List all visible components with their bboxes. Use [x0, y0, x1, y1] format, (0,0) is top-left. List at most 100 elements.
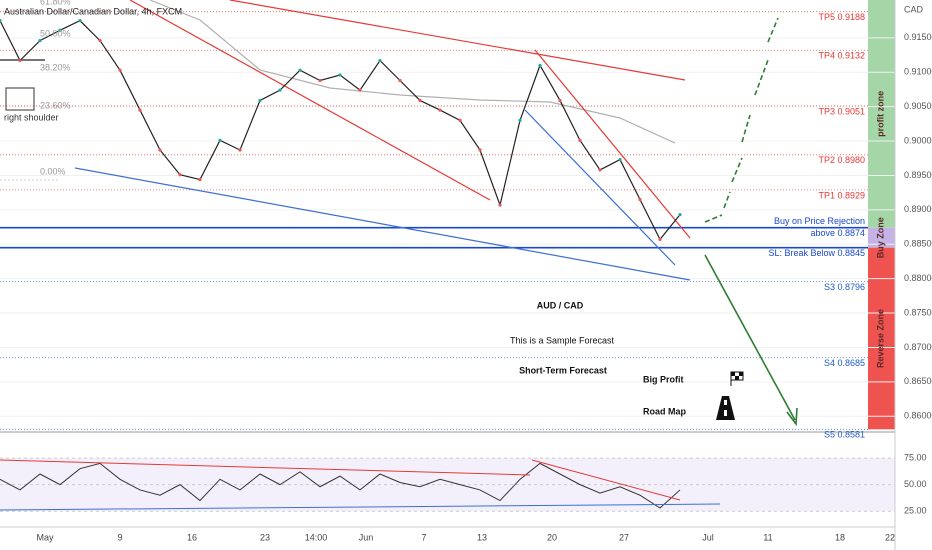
price-point	[678, 213, 682, 217]
fib-label: 38.20%	[40, 62, 71, 72]
y-unit: CAD	[904, 4, 924, 14]
pattern-box	[5, 87, 35, 111]
level-label: S5 0.8581	[824, 430, 865, 440]
price-point	[318, 78, 322, 83]
pattern-label: right shoulder	[4, 112, 59, 122]
road-icon	[716, 396, 735, 420]
zone	[868, 247, 895, 430]
fib-label: 0.00%	[40, 166, 66, 176]
arrow	[704, 254, 796, 421]
x-tick-label: Jul	[702, 532, 714, 542]
price-point	[298, 68, 302, 72]
level-label: TP1 0.8929	[818, 190, 865, 200]
price-point	[158, 148, 162, 152]
price-point	[578, 138, 582, 142]
forecast-subtitle: This is a Sample Forecast	[510, 335, 615, 345]
price-point	[18, 58, 22, 63]
zone-label: profit zone	[875, 91, 885, 137]
price-point	[138, 108, 142, 112]
level-label: TP4 0.9132	[818, 51, 865, 61]
plot	[0, 19, 895, 512]
arrow	[704, 214, 723, 223]
zone	[868, 227, 895, 248]
rsi-trend	[0, 503, 721, 511]
x-tick-label: Jun	[359, 532, 374, 542]
price-point	[218, 138, 222, 142]
price-point	[358, 88, 362, 92]
x-tick-label: 23	[260, 532, 270, 542]
forecast-arrows	[704, 17, 798, 427]
trend-line	[534, 49, 691, 239]
price-point	[58, 28, 62, 32]
price-point	[478, 148, 482, 152]
rsi-tick-label: 75.00	[904, 452, 927, 462]
header-title: Australian Dollar/Canadian Dollar, 4h, F…	[4, 6, 182, 16]
arrow	[767, 17, 779, 43]
x-tick-label: 9	[117, 532, 122, 542]
trend-line	[229, 0, 686, 81]
trend-line	[524, 109, 676, 266]
zone-label: Buy Zone	[875, 217, 885, 258]
rsi-trend	[0, 459, 531, 476]
x-tick-label: 20	[547, 532, 557, 542]
big-profit: Big Profit	[643, 374, 684, 384]
price-point	[198, 177, 202, 182]
price-point	[418, 98, 422, 103]
price-point	[658, 237, 662, 242]
road-map: Road Map	[643, 406, 687, 416]
rsi-line	[0, 462, 681, 509]
arrow	[731, 157, 743, 183]
trend-line	[74, 167, 691, 281]
arrow	[741, 114, 751, 143]
price-point	[78, 19, 82, 23]
x-tick-label: 14:00	[305, 532, 328, 542]
arrow	[723, 191, 731, 209]
price-point	[378, 58, 382, 63]
price-point	[118, 68, 122, 72]
price-point	[598, 168, 602, 172]
price-point	[538, 63, 542, 67]
trend-lines	[0, 0, 691, 281]
level-label: TP2 0.8980	[818, 155, 865, 165]
forecast-note: Short-Term Forecast	[519, 365, 607, 375]
moving-average	[149, 0, 676, 144]
x-tick-label: 22	[885, 532, 895, 542]
price-point	[0, 19, 2, 23]
arrow-head	[786, 407, 798, 427]
rsi-tick-label: 25.00	[904, 506, 927, 516]
price-point	[438, 108, 442, 112]
level-label: TP5 0.9188	[818, 12, 865, 22]
price-point	[498, 203, 502, 207]
x-tick-label: 18	[835, 532, 845, 542]
fib-label: 23.60%	[40, 100, 71, 110]
level-note: Buy on Price Rejection	[774, 216, 865, 226]
price-point	[458, 118, 462, 122]
price-point	[618, 158, 622, 162]
forecast-title: AUD / CAD	[537, 300, 584, 310]
price-point	[338, 73, 342, 77]
price-point	[178, 173, 182, 177]
level-label: S3 0.8796	[824, 282, 865, 292]
price-point	[278, 88, 282, 92]
price-point	[258, 98, 262, 103]
level-label: S4 0.8685	[824, 358, 865, 368]
price-point	[238, 148, 242, 152]
arrow	[754, 59, 769, 96]
trend-line	[129, 0, 491, 201]
fib-label: 61.80%	[40, 0, 71, 6]
x-tick-label: May	[36, 532, 54, 542]
rsi-trend	[531, 459, 681, 501]
x-tick-label: 13	[477, 532, 487, 542]
rsi-tick-label: 50.00	[904, 479, 927, 489]
